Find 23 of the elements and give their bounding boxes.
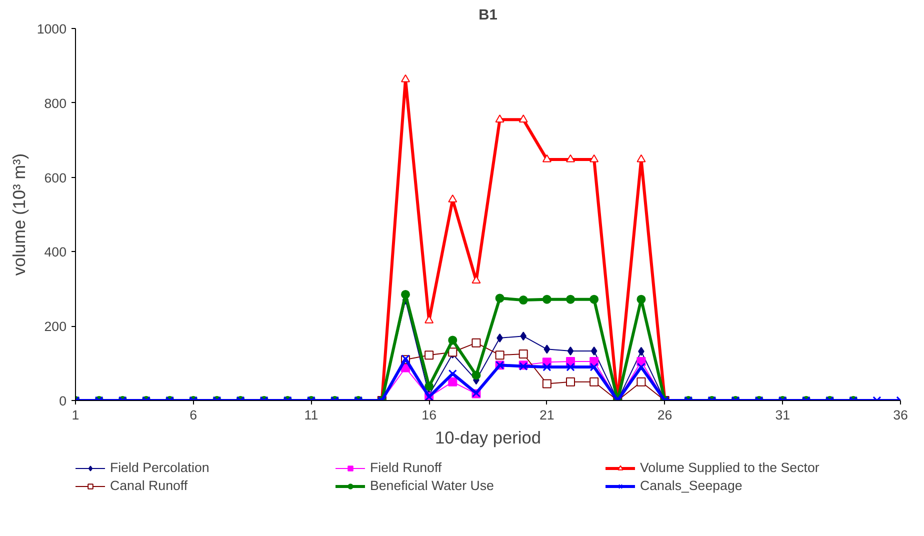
y-tick-label: 200 [44,319,67,334]
legend-label: Field Runoff [370,460,442,475]
x-tick-label: 16 [422,408,436,422]
y-tick-label: 400 [44,244,67,260]
legend-label: Beneficial Water Use [370,478,494,493]
x-tick-label: 31 [775,408,790,422]
legend-label: Volume Supplied to the Sector [640,460,820,475]
y-tick-label: 1000 [36,22,67,36]
legend-label: Field Percolation [110,460,210,475]
y-tick-label: 0 [59,394,67,408]
y-axis-title: volume (10³ m³) [8,153,29,276]
x-tick-label: 21 [540,408,554,422]
x-tick-label: 36 [893,408,908,422]
x-tick-label: 11 [304,408,318,422]
x-axis-title: 10-day period [435,428,541,448]
x-tick-label: 26 [657,408,672,422]
x-tick-label: 6 [190,408,198,422]
x-tick-label: 1 [72,408,80,422]
legend-label: Canal Runoff [110,478,188,493]
legend-label: Canals_Seepage [640,478,742,493]
chart-title: B1 [478,8,498,24]
y-tick-label: 800 [44,96,67,111]
y-tick-label: 600 [44,170,67,186]
